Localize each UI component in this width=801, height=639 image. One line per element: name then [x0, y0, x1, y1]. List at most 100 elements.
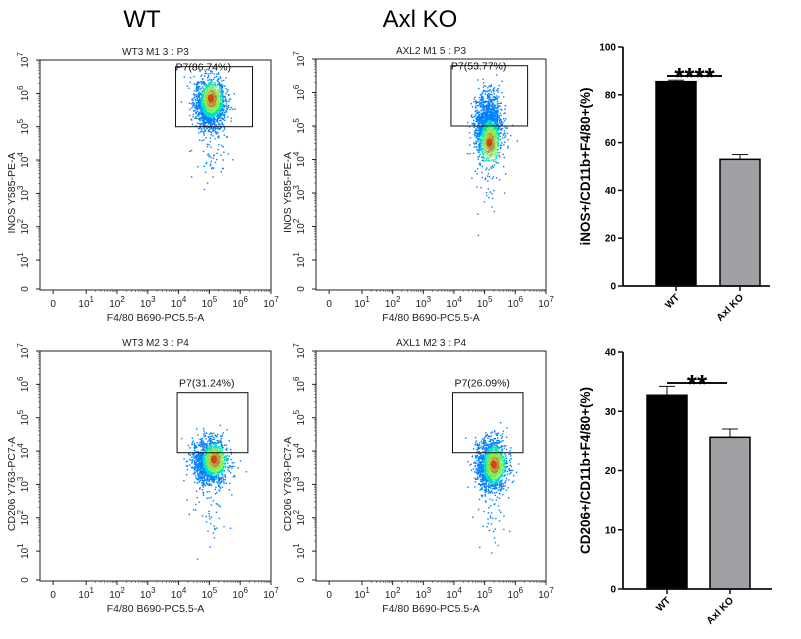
event-dot	[217, 466, 219, 468]
event-dot	[199, 457, 202, 459]
event-dot	[191, 466, 194, 468]
event-dot	[223, 106, 226, 108]
event-dot	[484, 151, 486, 153]
event-dot	[209, 82, 212, 84]
event-dot	[482, 128, 484, 131]
event-dot	[495, 177, 498, 179]
event-dot	[188, 87, 190, 89]
event-dot	[201, 99, 204, 101]
event-dot	[497, 106, 499, 108]
event-dot	[197, 101, 199, 103]
event-dot	[487, 129, 489, 132]
event-dot	[477, 129, 480, 132]
event-dot	[204, 434, 207, 437]
event-dot	[482, 112, 484, 115]
event-dot	[223, 460, 225, 463]
event-dot	[490, 101, 492, 104]
x-tick-label: 104	[446, 295, 462, 310]
event-dot	[203, 132, 205, 135]
event-dot	[474, 96, 476, 98]
event-dot	[198, 107, 200, 110]
event-dot	[479, 144, 481, 146]
event-dot	[200, 472, 202, 475]
event-dot	[499, 112, 502, 114]
event-dot	[494, 98, 496, 100]
event-dot	[229, 527, 232, 529]
event-dot	[496, 123, 499, 126]
event-dot	[201, 86, 204, 88]
event-dot	[194, 473, 196, 475]
event-dot	[193, 94, 195, 96]
event-dot	[216, 97, 218, 99]
event-dot	[486, 117, 488, 119]
gate-p7	[450, 65, 529, 127]
event-dot	[219, 470, 221, 473]
event-dot	[206, 478, 209, 480]
event-dot	[203, 435, 205, 437]
event-dot	[205, 87, 207, 89]
event-dot	[492, 150, 494, 152]
event-dot	[228, 100, 230, 103]
event-dot	[471, 122, 473, 125]
event-dot	[485, 130, 488, 132]
event-dot	[202, 93, 205, 96]
event-dot	[198, 96, 200, 99]
event-dot	[227, 462, 229, 464]
event-dot	[227, 458, 229, 460]
event-dot	[216, 503, 219, 506]
event-dot	[494, 112, 496, 114]
event-dot	[211, 468, 213, 471]
event-dot	[208, 129, 210, 131]
event-dot	[489, 153, 491, 155]
event-dot	[201, 442, 204, 444]
event-dot	[488, 118, 490, 121]
event-dot	[204, 70, 207, 73]
event-dot	[190, 466, 193, 469]
event-dot	[482, 126, 485, 128]
event-dot	[237, 467, 239, 469]
event-dot	[197, 467, 199, 470]
event-dot	[493, 116, 496, 118]
event-dot	[218, 116, 220, 118]
event-dot	[201, 476, 203, 478]
event-dot	[212, 84, 214, 86]
event-dot	[216, 104, 218, 106]
event-dot	[215, 467, 218, 469]
event-dot	[188, 513, 190, 516]
event-dot	[213, 442, 216, 444]
event-dot	[500, 114, 502, 117]
event-dot	[204, 93, 206, 96]
event-dot	[497, 129, 499, 132]
event-dot	[481, 116, 483, 118]
event-dot	[490, 98, 492, 100]
event-dot	[480, 129, 482, 131]
event-dot	[210, 439, 212, 441]
event-dot	[191, 453, 193, 455]
event-dot	[484, 160, 486, 162]
x-tick-label: 107	[263, 295, 279, 310]
event-dot	[213, 167, 215, 169]
event-dot	[203, 96, 205, 98]
event-dot	[202, 95, 204, 97]
event-dot	[197, 479, 199, 481]
event-dot	[481, 165, 483, 168]
event-dot	[482, 100, 485, 103]
event-dot	[470, 115, 473, 117]
event-dot	[479, 118, 481, 120]
event-dot	[210, 134, 212, 136]
event-dot	[481, 171, 483, 174]
event-dot	[220, 171, 222, 173]
event-dot	[491, 145, 493, 147]
event-dot	[205, 109, 207, 112]
event-dot	[491, 138, 493, 140]
event-dot	[202, 486, 204, 488]
event-dot	[225, 103, 228, 105]
event-dot	[478, 101, 480, 103]
event-dot	[481, 119, 484, 121]
event-dot	[493, 137, 495, 140]
event-dot	[196, 107, 198, 110]
event-dot	[203, 472, 206, 474]
event-dot	[488, 85, 490, 87]
event-dot	[193, 452, 195, 454]
event-dot	[487, 127, 490, 130]
